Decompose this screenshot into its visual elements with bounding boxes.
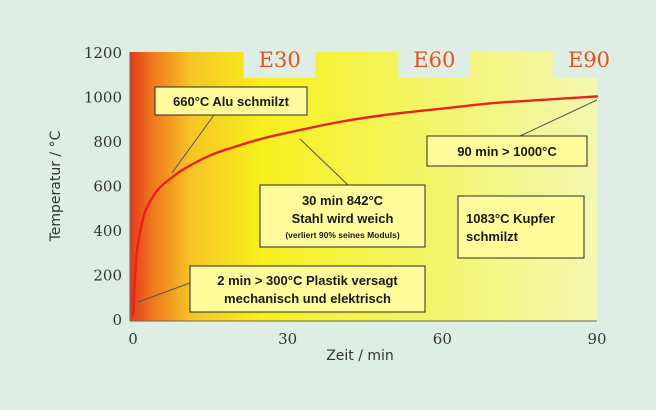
- annotation-leader: [299, 138, 349, 186]
- annotation-text: 2 min > 300°C Plastik versagt: [217, 273, 398, 288]
- annotation-over1000: 90 min > 1000°C: [426, 135, 588, 167]
- annotation-text: mechanisch und elektrisch: [224, 291, 391, 306]
- fire-class-label: E60: [398, 40, 471, 78]
- fire-class-tab: [243, 40, 316, 78]
- annotation-plastik: 2 min > 300°C Plastik versagt mechanisch …: [189, 265, 426, 313]
- y-tick-label: 400: [93, 222, 122, 240]
- x-axis-label: Zeit / min: [326, 348, 394, 364]
- annotation-leader: [171, 114, 215, 174]
- x-tick-label: 0: [128, 330, 138, 348]
- fire-class-label: E90: [553, 40, 625, 78]
- x-tick-label: 30: [278, 330, 297, 348]
- y-tick-label: 600: [93, 178, 122, 196]
- annotation-text: Stahl wird weich: [292, 211, 394, 226]
- annotation-note: (verliert 90% seines Moduls): [285, 230, 399, 240]
- annotation-text: 1083°C Kupfer: [466, 211, 555, 226]
- x-tick-label: 90: [587, 330, 606, 348]
- annotation-box: [154, 86, 308, 116]
- y-tick-label: 200: [93, 267, 122, 285]
- annotation-leader: [519, 99, 598, 137]
- fire-class-text: E30: [259, 48, 301, 72]
- annotation-leaders: [137, 99, 598, 303]
- fire-class-labels: E30 E60 E90: [243, 40, 625, 78]
- y-tick-label: 1000: [84, 89, 122, 107]
- series-line: [131, 95, 599, 317]
- annotation-alu: 660°C Alu schmilzt: [154, 86, 308, 116]
- fire-class-text: E90: [568, 48, 610, 72]
- y-tick-label: 1200: [84, 44, 122, 62]
- y-tick-label: 800: [93, 133, 122, 151]
- annotation-kupfer: 1083°C Kupfer schmilzt: [457, 195, 585, 259]
- x-tick-label: 60: [433, 330, 452, 348]
- annotations: 660°C Alu schmilzt 30 min 842°C Stahl wird…: [154, 86, 588, 313]
- fire-class-text: E60: [413, 48, 455, 72]
- annotation-text: 90 min > 1000°C: [457, 144, 557, 159]
- series-layer: [131, 95, 599, 317]
- annotation-box: [426, 135, 588, 167]
- fire-class-tab: [398, 40, 471, 78]
- annotation-box: [189, 265, 426, 313]
- fire-class-label: E30: [243, 40, 316, 78]
- y-axis-label: Temperatur / °C: [48, 130, 64, 242]
- annotation-stahl: 30 min 842°C Stahl wird weich (verliert 90…: [259, 184, 426, 248]
- axes: 0 200 400 600 800 1000 1200 0 30 60 90: [84, 44, 607, 348]
- annotation-text: schmilzt: [466, 229, 519, 244]
- annotation-box: [457, 195, 585, 259]
- y-tick-label: 0: [112, 311, 122, 329]
- annotation-leader: [137, 282, 191, 303]
- annotation-text: 30 min 842°C: [302, 193, 384, 208]
- annotation-text: 660°C Alu schmilzt: [173, 94, 290, 109]
- annotation-box: [259, 184, 426, 248]
- fire-class-tab: [553, 40, 625, 78]
